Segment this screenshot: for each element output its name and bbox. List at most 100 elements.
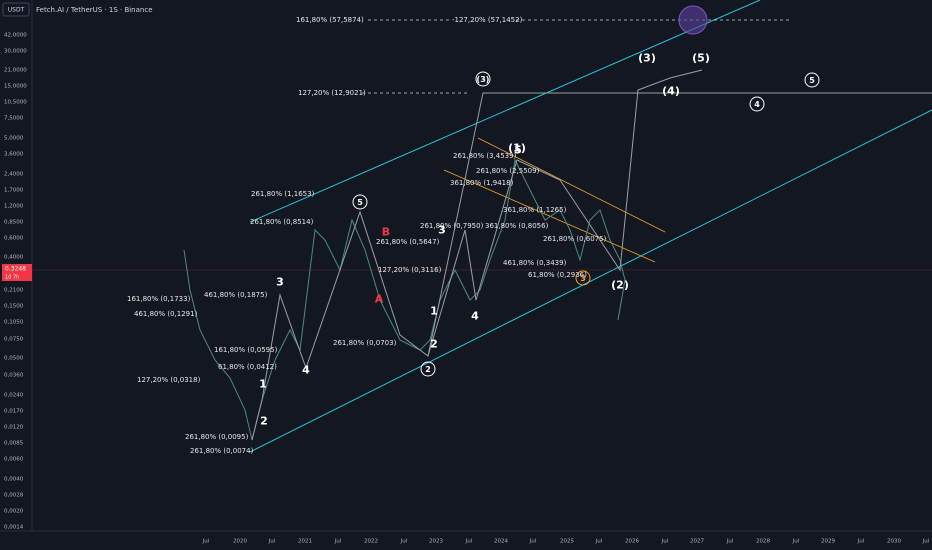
price-axis-label: 0,0170	[4, 409, 24, 415]
fib-label: 261,80% (0,0095)	[185, 433, 249, 441]
labels: 42,000030,000021,000015,000010,50007,500…	[4, 16, 930, 545]
fib-label: 261,80% (2,5509)	[476, 167, 540, 175]
price-axis-label: 42,0000	[4, 33, 27, 39]
time-axis-label: 2027	[690, 539, 704, 545]
fib-label: 261,80% (0,7950)	[420, 222, 484, 230]
fib-label: 261,80% (0,0703)	[333, 339, 397, 347]
wave-path	[251, 92, 932, 441]
time-axis-label: 2020	[233, 539, 247, 545]
time-axis-label: 2030	[887, 539, 901, 545]
fib-label: 461,80% (0,3439)	[503, 259, 567, 267]
time-axis-label: 2029	[821, 539, 835, 545]
channel-line	[443, 169, 656, 263]
fib-label: 61,80% (0,2936)	[528, 271, 587, 279]
price-axis-label: 0,0060	[4, 457, 24, 463]
fib-label: 161,80% (0,1733)	[127, 295, 191, 303]
fib-label: 261,80% (3,4539)	[453, 152, 517, 160]
wave-circle	[475, 71, 491, 87]
price-axis-label: 0,2100	[4, 288, 24, 294]
price-axis-label: 1,7000	[4, 188, 24, 194]
wave-circle	[575, 270, 591, 286]
time-axis-label: Jul	[661, 539, 669, 545]
price-axis-label: 0,0360	[4, 373, 24, 379]
wave-label: 1	[259, 378, 267, 391]
wave-label: (4)	[662, 85, 680, 98]
wave-label: 4	[754, 100, 760, 109]
target-circle	[678, 5, 708, 35]
price-tag	[2, 264, 32, 281]
time-axis-label: Jul	[268, 539, 276, 545]
wave-label: 5	[809, 76, 815, 85]
price-axis-label: 0,0028	[4, 493, 24, 499]
wave-circle	[749, 96, 765, 112]
wave-label: A	[375, 293, 384, 306]
time-axis-label: 2022	[364, 539, 378, 545]
price-axis-label: 0,1500	[4, 304, 24, 310]
fib-label: 261,80% (0,5647)	[376, 238, 440, 246]
wave-label: 1	[430, 305, 438, 318]
fib-label: 127,20% (0,3116)	[378, 266, 442, 274]
wave-label: (3)	[638, 52, 656, 65]
fib-label: 361,80% (1,1265)	[503, 206, 567, 214]
fib-label: 361,80% (1,9418)	[450, 179, 514, 187]
wave-label: 3	[438, 224, 446, 237]
fib-label: 127,20% (12,9021)	[298, 89, 366, 97]
wave-label: (3)	[477, 75, 490, 84]
wave-label: B	[382, 226, 390, 239]
time-axis-label: Jul	[334, 539, 342, 545]
wave-label: 5	[514, 144, 522, 157]
price-axis-label: 0,6000	[4, 236, 24, 242]
wave-label: 2	[425, 365, 431, 374]
price-axis-label: 0,0020	[4, 509, 24, 515]
price-axis-label: 0,0750	[4, 337, 24, 343]
fib-label: 261,80% (0,0074)	[190, 447, 254, 455]
wave-path	[427, 69, 703, 357]
wave-circle	[352, 194, 368, 210]
fib-label: 461,80% (0,1291)	[134, 310, 198, 318]
fib-label: 161,80% (57,5874)	[296, 16, 364, 24]
time-axis-label: Jul	[529, 539, 537, 545]
price-axis-label: 0,0120	[4, 425, 24, 431]
wave-label: 3	[276, 276, 284, 289]
price-tag-value: 0,3248	[5, 266, 26, 273]
time-axis-label: Jul	[400, 539, 408, 545]
wave-label: (5)	[692, 52, 710, 65]
time-axis-label: Jul	[857, 539, 865, 545]
fib-label: 361,80% (0,8056)	[485, 222, 549, 230]
time-axis-label: 2025	[560, 539, 574, 545]
wave-circle	[420, 361, 436, 377]
price-axis-label: 0,0040	[4, 477, 24, 483]
price-axis-label: 15,0000	[4, 84, 27, 90]
time-axis-label: Jul	[792, 539, 800, 545]
currency: USDT	[8, 7, 25, 14]
price-axis-label: 10,5000	[4, 100, 27, 106]
fib-label: 261,80% (1,1653)	[251, 190, 315, 198]
price-axis-label: 0,0014	[4, 525, 24, 531]
fib-label: 161,80% (0,0595)	[214, 346, 278, 354]
wave-label: (2)	[611, 279, 629, 292]
price-tag-countdown: 1d 7h	[5, 275, 19, 281]
price-axis-label: 30,0000	[4, 49, 27, 55]
time-axis-label: Jul	[465, 539, 473, 545]
price-axis-label: 0,0500	[4, 356, 24, 362]
price-axis-label: 0,4000	[4, 255, 24, 261]
fib-label: 261,80% (0,8514)	[250, 218, 314, 226]
symbol-title: Fetch.AI / TetherUS · 1S · Binance	[36, 6, 153, 14]
wave-label: 4	[302, 364, 310, 377]
currency-box	[2, 2, 30, 17]
wave-label: 2	[260, 415, 268, 428]
price-axis-label: 0,8500	[4, 220, 24, 226]
price-axis-label: 3,6000	[4, 152, 24, 158]
channel-line	[249, 109, 932, 453]
wave-label: 2	[430, 338, 438, 351]
fib-label: 61,80% (0,0412)	[218, 363, 277, 371]
wave-label: 3	[580, 274, 586, 283]
wave-label: 5	[357, 198, 363, 207]
price-axis-label: 0,0085	[4, 441, 24, 447]
time-axis-label: 2021	[298, 539, 312, 545]
price-axis-label: 7,5000	[4, 116, 24, 122]
fib-label: 461,80% (0,1875)	[204, 291, 268, 299]
time-axis-label: 2028	[756, 539, 770, 545]
